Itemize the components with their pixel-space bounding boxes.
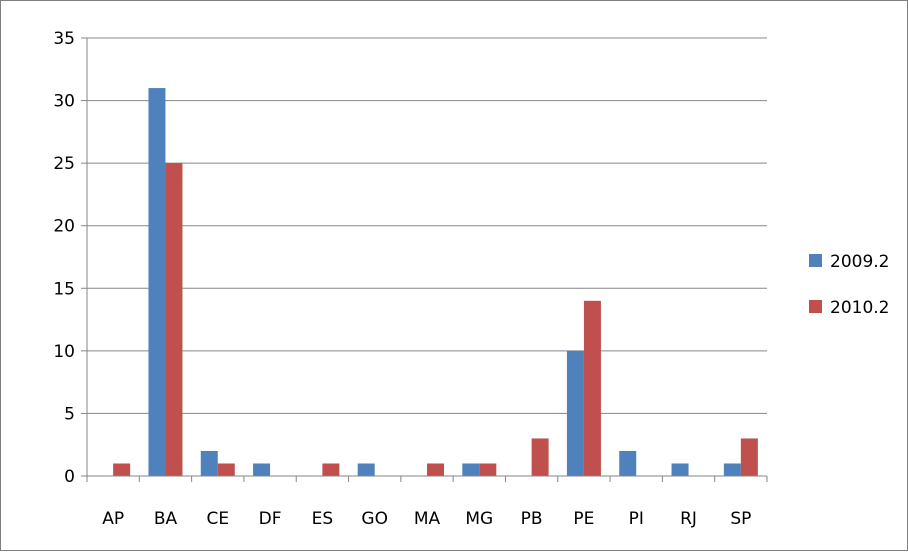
x-tick-label: PB: [521, 509, 543, 529]
x-tick-label: ES: [312, 509, 334, 529]
x-tick-label: GO: [361, 509, 388, 529]
y-tick-label: 15: [53, 279, 75, 299]
axes: 0 5 10 15 20 25 30 35 AP BA CE DF ES GO MA MG PB PE PI RJ SP: [53, 29, 768, 529]
bar-2010.2-CE: [217, 463, 235, 476]
x-tick-label: BA: [154, 509, 178, 529]
bar-2010.2-MG: [479, 463, 497, 476]
y-tick-label: 10: [53, 342, 75, 362]
x-tick-label: PI: [629, 509, 644, 529]
bar-2009.2-PE: [566, 350, 584, 476]
bar-2009.2-DF: [253, 463, 271, 476]
x-tick-label: DF: [259, 509, 282, 529]
bar-2010.2-ES: [322, 463, 340, 476]
y-tick-label: 35: [53, 29, 75, 49]
y-tick-label: 25: [53, 154, 75, 174]
bar-2009.2-CE: [200, 450, 218, 476]
legend: 2009.2 2010.2: [809, 252, 889, 318]
legend-label: 2010.2: [830, 298, 889, 318]
x-tick-label: CE: [206, 509, 229, 529]
bar-2010.2-BA: [165, 163, 183, 476]
bar-2009.2-PI: [619, 450, 637, 476]
y-tick-label: 0: [64, 467, 75, 487]
bars: [113, 88, 758, 477]
legend-label: 2009.2: [830, 252, 889, 272]
x-tick-label: MG: [465, 509, 493, 529]
bar-2010.2-PE: [583, 300, 601, 476]
bar-2009.2-GO: [357, 463, 375, 476]
bar-2010.2-SP: [740, 438, 758, 476]
y-tick-label: 5: [64, 404, 75, 424]
bar-2010.2-AP: [113, 463, 131, 476]
x-tick-label: RJ: [680, 509, 697, 529]
bar-2010.2-MA: [427, 463, 444, 476]
gridlines: [87, 37, 767, 414]
bar-2010.2-PB: [531, 438, 549, 476]
x-tick-label: AP: [102, 509, 124, 529]
legend-swatch: [809, 254, 822, 267]
x-tick-label: SP: [730, 509, 751, 529]
bar-2009.2-RJ: [671, 463, 689, 476]
bar-2009.2-BA: [148, 88, 166, 477]
bar-2009.2-MG: [462, 463, 480, 476]
bar-2009.2-SP: [723, 463, 741, 476]
y-tick-label: 20: [53, 217, 75, 237]
x-tick-label: PE: [573, 509, 594, 529]
x-tick-label: MA: [414, 509, 441, 529]
legend-swatch: [809, 300, 822, 313]
y-tick-label: 30: [53, 92, 75, 112]
